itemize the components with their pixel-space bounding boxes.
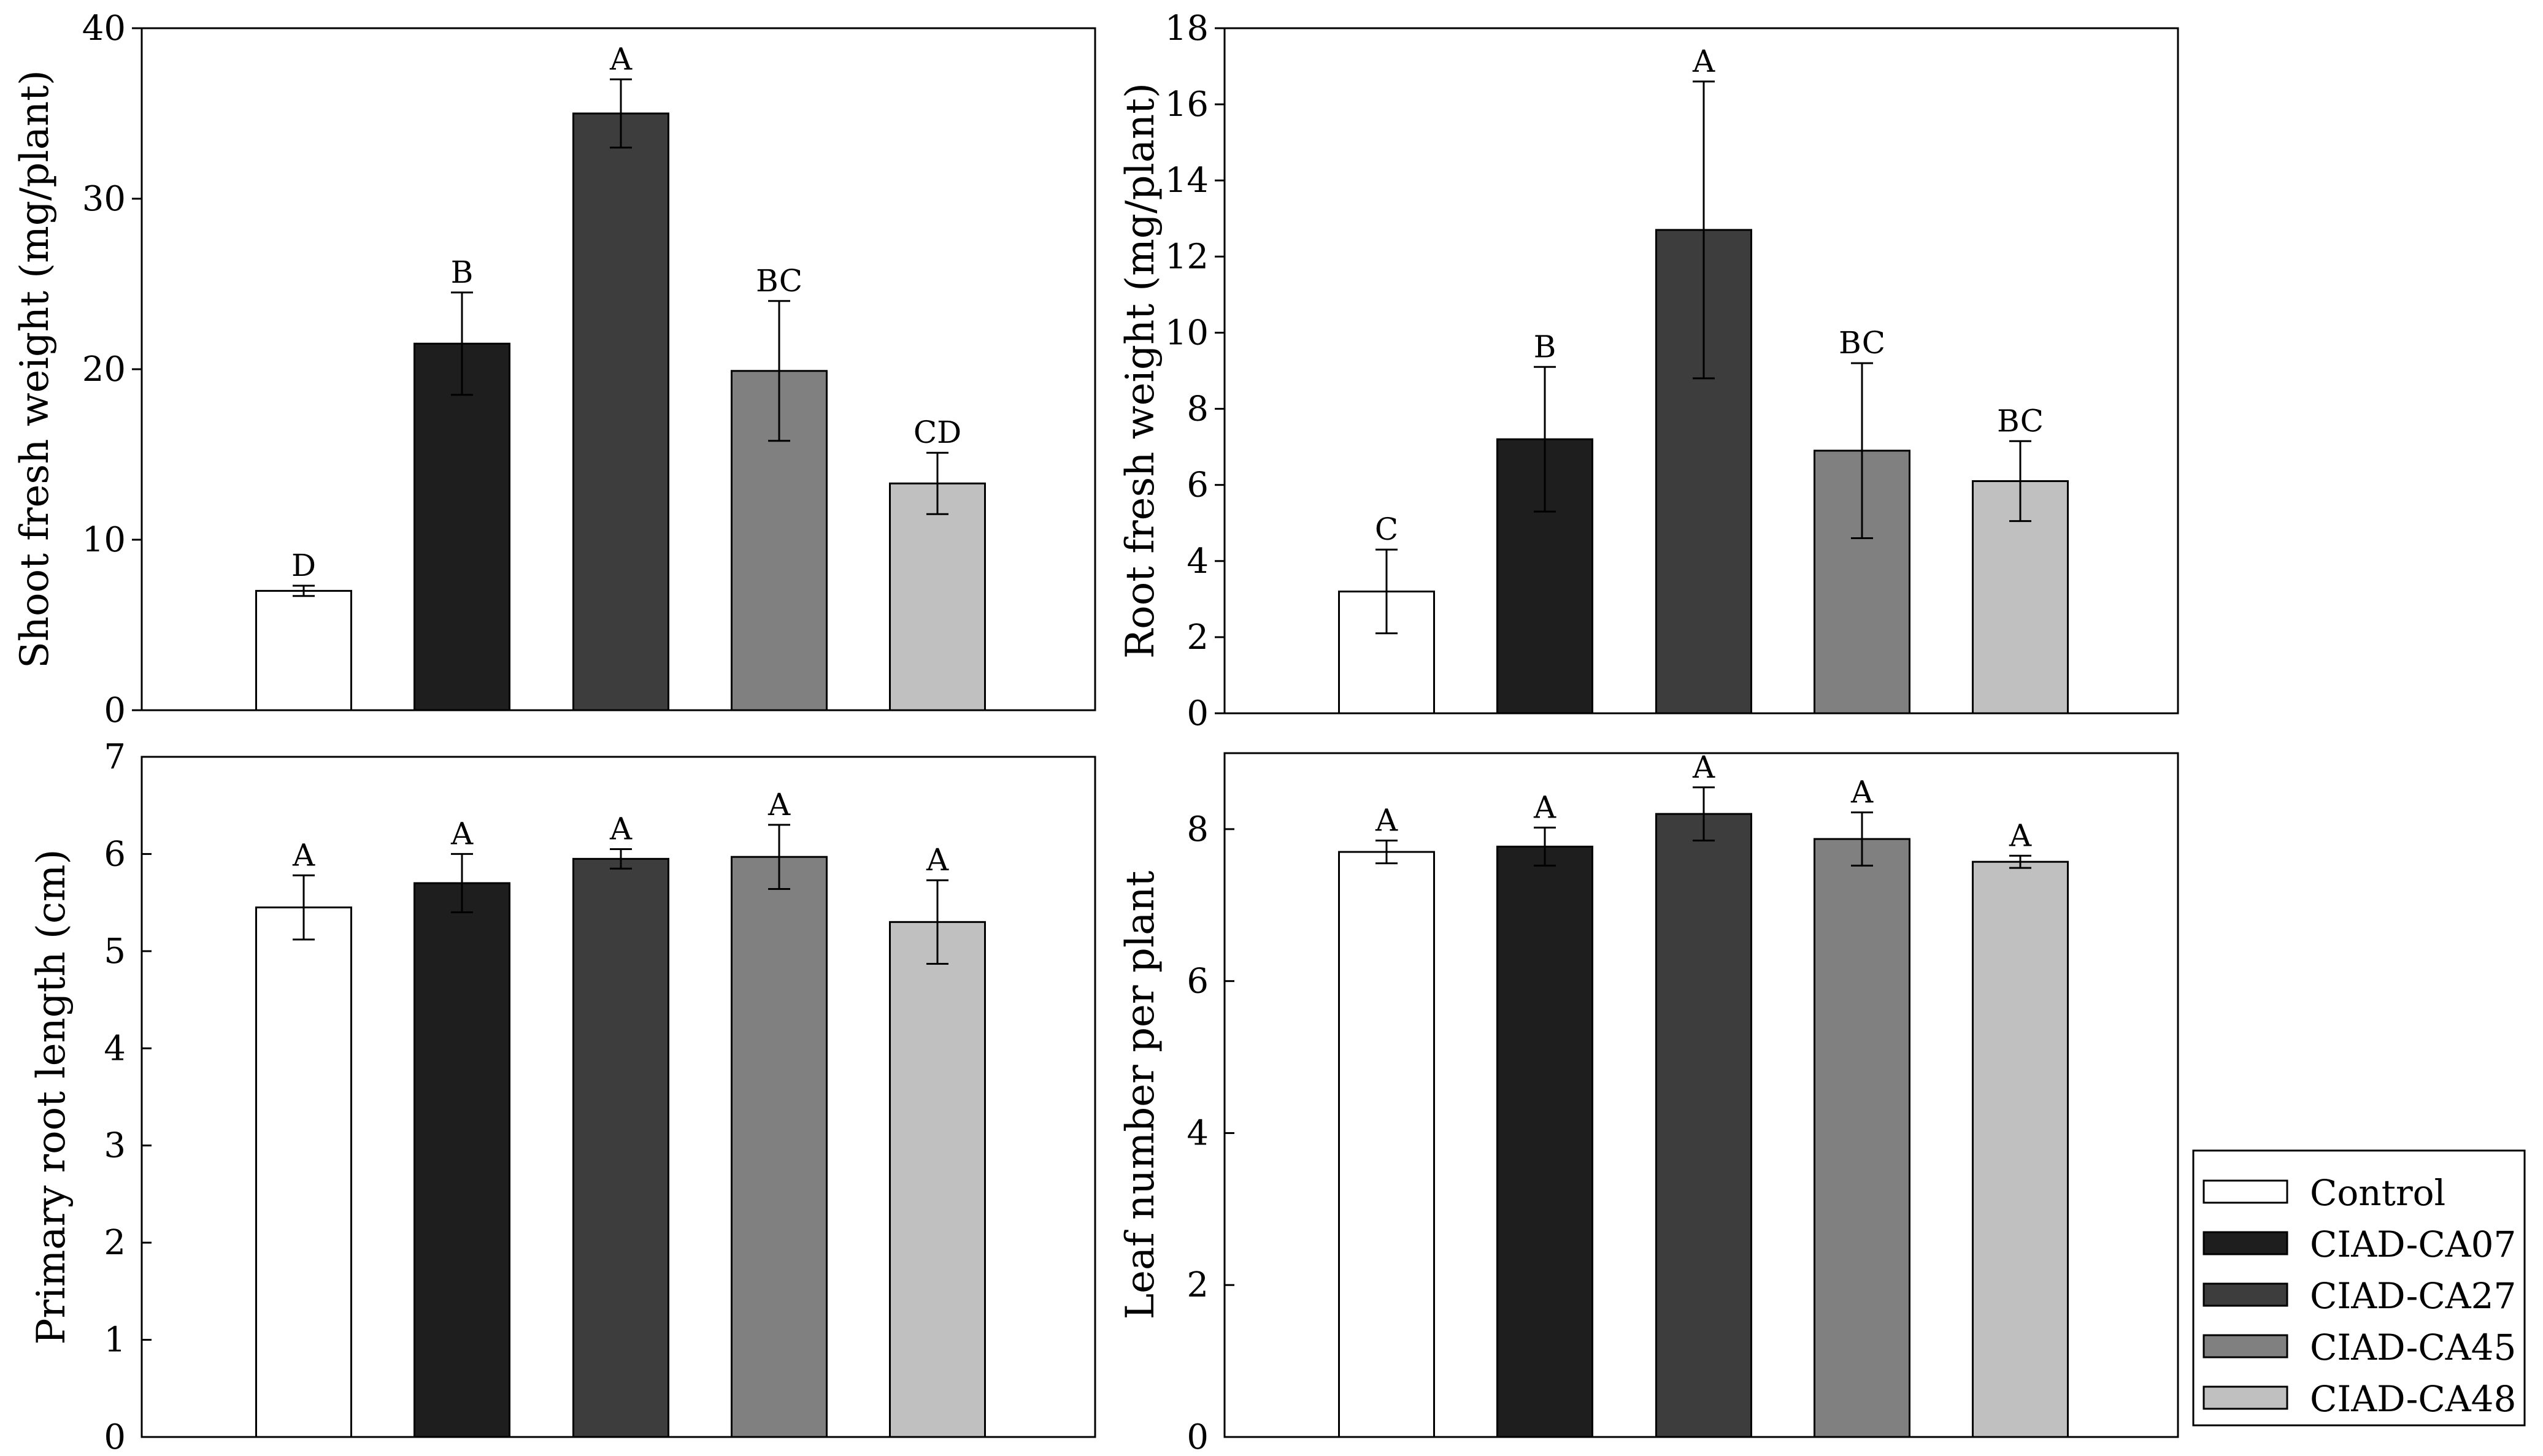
- panel-leaf-number: 0 2 4 6 8 Leaf number per plant A A A A A: [1118, 749, 2179, 1456]
- y-tick-label: 0: [1187, 1417, 1209, 1456]
- bar-ca07: [1496, 845, 1593, 1438]
- y-tick-label: 12: [1165, 237, 1209, 277]
- significance-letter: A: [926, 842, 949, 878]
- panel-primary-root-length: 0 1 2 3 4 5 6 7 Primary root length (cm) A A A A A: [29, 737, 1096, 1456]
- significance-letter: A: [1533, 789, 1556, 825]
- significance-letter: A: [1375, 802, 1398, 838]
- legend-label: Control: [2310, 1172, 2445, 1214]
- legend-label: CIAD-CA27: [2310, 1275, 2516, 1317]
- y-tick-label: 6: [1187, 962, 1209, 1002]
- y-tick-label: 2: [104, 1223, 126, 1263]
- significance-letter: A: [1850, 775, 1874, 810]
- y-tick-label: 2: [1187, 618, 1209, 657]
- y-tick-label: 10: [82, 520, 126, 560]
- y-tick-label: 10: [1165, 313, 1209, 353]
- bar-ca07: [414, 342, 510, 711]
- legend-swatch-ca07: [2203, 1231, 2288, 1255]
- significance-letter: A: [609, 41, 633, 77]
- y-tick-label: 1: [104, 1320, 126, 1360]
- significance-letter: D: [291, 548, 316, 583]
- significance-letter: B: [451, 255, 474, 290]
- legend-swatch-ca27: [2203, 1282, 2288, 1307]
- y-tick-label: 8: [1187, 389, 1209, 429]
- y-tick-label: 0: [104, 691, 126, 730]
- significance-letter: A: [450, 816, 474, 851]
- significance-letter: A: [2009, 818, 2032, 853]
- y-tick-label: 16: [1165, 85, 1209, 125]
- y-axis-label: Root fresh weight (mg/plant): [1118, 83, 1163, 659]
- y-tick-label: 5: [104, 932, 126, 971]
- y-axis-label: Leaf number per plant: [1118, 870, 1163, 1319]
- significance-letter: B: [1534, 329, 1556, 364]
- legend-label: CIAD-CA07: [2310, 1224, 2516, 1265]
- legend-item: Control: [2203, 1172, 2445, 1214]
- legend-item: CIAD-CA48: [2203, 1378, 2516, 1420]
- y-tick-label: 4: [1187, 542, 1209, 581]
- bar-ca48: [1972, 860, 2069, 1438]
- legend-label: CIAD-CA48: [2310, 1378, 2516, 1420]
- legend-swatch-ca48: [2203, 1385, 2288, 1410]
- legend-item: CIAD-CA07: [2203, 1224, 2516, 1265]
- significance-letter: A: [768, 787, 791, 822]
- y-tick-label: 0: [1187, 694, 1209, 734]
- y-axis-label: Primary root length (cm): [29, 849, 74, 1344]
- y-axis-label: Shoot fresh weight (mg/plant): [12, 70, 58, 669]
- y-tick-label: 4: [1187, 1113, 1209, 1153]
- legend-swatch-control: [2203, 1179, 2288, 1204]
- y-tick-label: 6: [1187, 466, 1209, 505]
- significance-letter: A: [292, 837, 315, 873]
- y-tick-label: 20: [82, 350, 126, 389]
- panel-shoot-fresh-weight: 0 10 20 30 40 Shoot fresh weight (mg/plant) D B…: [12, 9, 1096, 730]
- significance-letter: BC: [1839, 325, 1885, 361]
- significance-letter: C: [1375, 512, 1398, 547]
- bar-ca27: [572, 112, 669, 711]
- bar-ca45: [1814, 838, 1910, 1438]
- y-tick-label: 30: [82, 179, 126, 219]
- bar-ca27: [572, 857, 669, 1438]
- legend-label: CIAD-CA45: [2310, 1327, 2516, 1368]
- significance-letter: A: [1692, 44, 1715, 79]
- bar-ca48: [889, 921, 986, 1438]
- y-tick-label: 2: [1187, 1265, 1209, 1305]
- y-tick-label: 8: [1187, 810, 1209, 849]
- bar-control: [1338, 851, 1435, 1438]
- y-tick-label: 18: [1165, 9, 1209, 48]
- bar-ca07: [414, 882, 510, 1438]
- legend-swatch-ca45: [2203, 1334, 2288, 1358]
- y-tick-label: 6: [104, 834, 126, 874]
- significance-letter: BC: [1997, 403, 2044, 439]
- y-tick-label: 40: [82, 9, 126, 48]
- legend-item: CIAD-CA27: [2203, 1275, 2516, 1317]
- y-tick-label: 4: [104, 1029, 126, 1068]
- bar-ca45: [731, 856, 828, 1438]
- significance-letter: A: [609, 811, 633, 847]
- legend: Control CIAD-CA07 CIAD-CA27 CIAD-CA45 CI…: [2192, 1149, 2526, 1427]
- legend-item: CIAD-CA45: [2203, 1327, 2516, 1368]
- significance-letter: BC: [756, 263, 802, 299]
- y-tick-label: 14: [1165, 161, 1209, 201]
- y-tick-label: 3: [104, 1126, 126, 1166]
- significance-letter: CD: [914, 415, 961, 450]
- y-tick-label: 0: [104, 1417, 126, 1456]
- y-tick-label: 7: [104, 737, 126, 777]
- bar-ca27: [1655, 813, 1752, 1438]
- bar-ca48: [889, 482, 986, 711]
- bar-control: [255, 589, 352, 711]
- significance-letter: A: [1692, 749, 1715, 785]
- bar-control: [255, 906, 352, 1438]
